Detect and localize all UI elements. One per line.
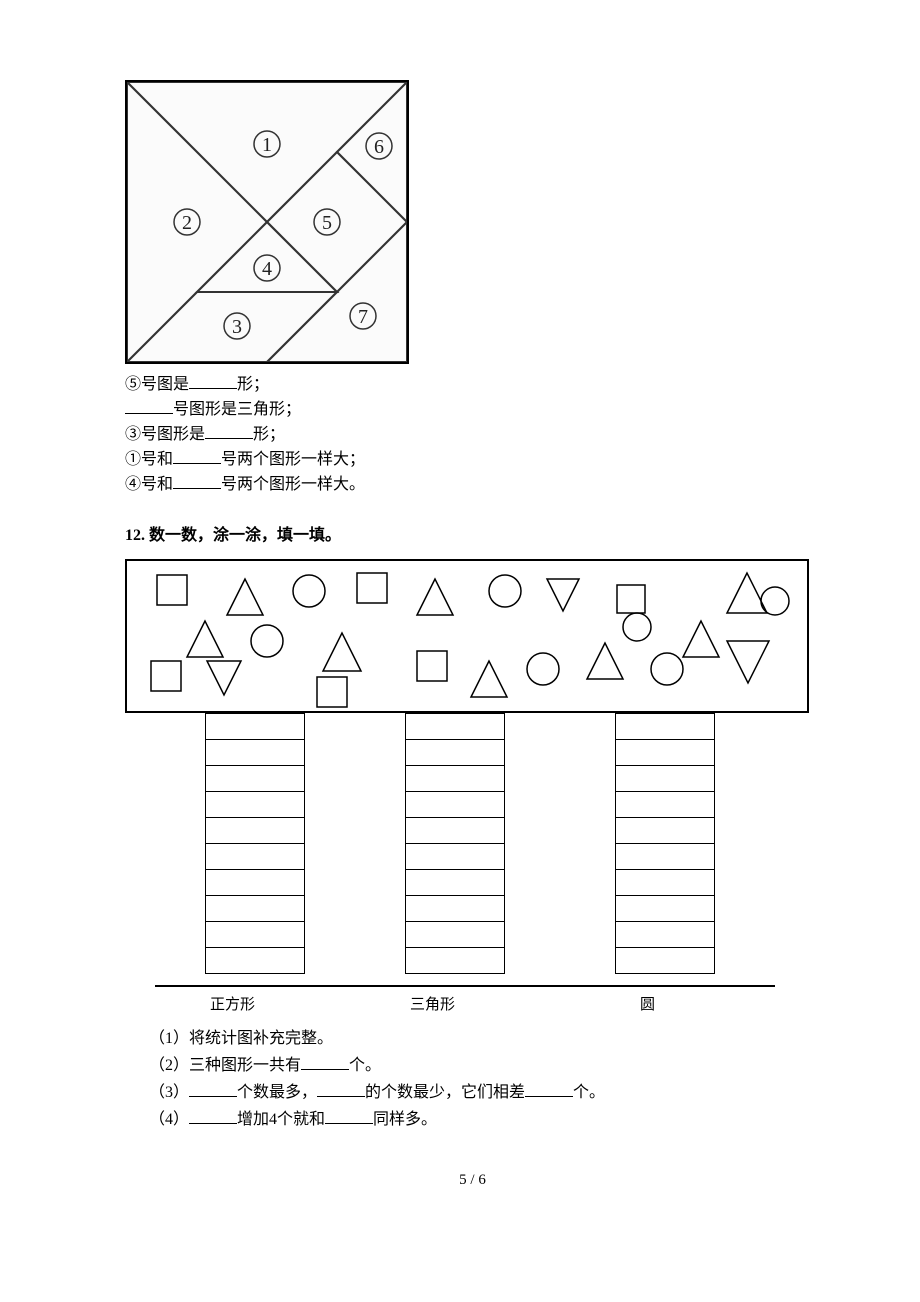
blank[interactable] <box>525 1080 573 1097</box>
blank[interactable] <box>317 1080 365 1097</box>
chart-cell[interactable] <box>205 921 305 948</box>
blank[interactable] <box>189 1080 237 1097</box>
chart-cell[interactable] <box>615 791 715 818</box>
q12-s4-b: 增加4个就和 <box>237 1111 325 1128</box>
shapes-panel <box>125 559 809 713</box>
blank[interactable] <box>189 372 237 389</box>
chart-cell[interactable] <box>405 817 505 844</box>
q12-s1: （1）将统计图补充完整。 <box>149 1027 820 1051</box>
q12-s4-a: （4） <box>149 1111 189 1128</box>
chart-cell[interactable] <box>405 895 505 922</box>
q11-line-1: ⑤号图是 形； <box>125 372 820 397</box>
shapes-svg <box>127 561 807 711</box>
chart-cell[interactable] <box>615 713 715 740</box>
chart-cell[interactable] <box>205 869 305 896</box>
chart-cell[interactable] <box>405 791 505 818</box>
chart-cell[interactable] <box>405 921 505 948</box>
worksheet-page: 1 2 3 4 5 6 7 ⑤号图是形； 号图形是三角形； ③号图形是形； ①号… <box>0 0 920 1229</box>
chart-cell[interactable] <box>205 947 305 974</box>
chart-cell[interactable] <box>205 765 305 792</box>
q11-l5-a: ④号和 <box>125 476 173 493</box>
chart-cell[interactable] <box>205 843 305 870</box>
q11-line-3: ③号图形是 形； <box>125 422 820 447</box>
chart-cell[interactable] <box>205 739 305 766</box>
q12-s3-d: 个。 <box>573 1084 605 1101</box>
chart-cell[interactable] <box>205 713 305 740</box>
chart-cell[interactable] <box>205 791 305 818</box>
svg-text:7: 7 <box>358 306 368 328</box>
chart-col-square <box>205 713 305 973</box>
chart-cell[interactable] <box>205 895 305 922</box>
blank[interactable] <box>205 422 253 439</box>
q12-s4-c: 同样多。 <box>373 1111 437 1128</box>
q11-l4-b: 号两个图形一样大； <box>221 451 365 468</box>
chart-col-circle <box>615 713 715 973</box>
svg-text:5: 5 <box>322 212 332 234</box>
chart-cell[interactable] <box>615 921 715 948</box>
chart-label-circle: 圆 <box>640 993 655 1014</box>
svg-text:1: 1 <box>262 134 272 156</box>
svg-text:3: 3 <box>232 316 242 338</box>
q11-line-5: ④号和 号两个图形一样大。 <box>125 472 820 497</box>
q12-s4: （4） 增加4个就和 同样多。 <box>149 1107 820 1132</box>
svg-text:4: 4 <box>262 258 272 280</box>
q12-s3-c: 的个数最少，它们相差 <box>365 1084 525 1101</box>
chart-label-triangle: 三角形 <box>410 993 455 1014</box>
chart-cell[interactable] <box>405 739 505 766</box>
svg-text:6: 6 <box>374 136 384 158</box>
chart-labels: 正方形 三角形 圆 <box>125 993 805 1017</box>
chart-col-triangle <box>405 713 505 973</box>
q12-subquestions: （1）将统计图补充完整。 （2）三种图形一共有个。 （3）个数最多，的个数最少，… <box>149 1027 820 1132</box>
chart-cell[interactable] <box>405 713 505 740</box>
q11-l1-b: 形； <box>237 376 269 393</box>
chart-cell[interactable] <box>615 869 715 896</box>
blank[interactable] <box>301 1053 349 1070</box>
q11-l5-b: 号两个图形一样大。 <box>221 476 365 493</box>
chart-cell[interactable] <box>205 817 305 844</box>
q11-l1-a: ⑤号图是 <box>125 376 189 393</box>
q12-s3-a: （3） <box>149 1084 189 1101</box>
q12-s2: （2）三种图形一共有 个。 <box>149 1053 820 1078</box>
chart-cell[interactable] <box>405 765 505 792</box>
tangram-svg: 1 2 3 4 5 6 7 <box>127 82 407 362</box>
q12-title: 12. 数一数，涂一涂，填一填。 <box>125 521 820 545</box>
chart-cell[interactable] <box>615 817 715 844</box>
charts-row <box>125 713 805 985</box>
blank[interactable] <box>189 1107 237 1124</box>
q11-line-4: ①号和 号两个图形一样大； <box>125 447 820 472</box>
blank[interactable] <box>325 1107 373 1124</box>
chart-cell[interactable] <box>615 895 715 922</box>
q11-l3-a: ③号图形是 <box>125 426 205 443</box>
tangram-figure: 1 2 3 4 5 6 7 <box>125 80 409 364</box>
chart-cell[interactable] <box>615 947 715 974</box>
chart-cell[interactable] <box>405 869 505 896</box>
chart-baseline <box>155 985 775 987</box>
blank[interactable] <box>173 447 221 464</box>
page-number: 5 / 6 <box>125 1172 820 1189</box>
chart-cell[interactable] <box>405 947 505 974</box>
q12-s2-a: （2）三种图形一共有 <box>149 1057 301 1074</box>
chart-cell[interactable] <box>615 739 715 766</box>
q12-s2-b: 个。 <box>349 1057 381 1074</box>
chart-label-square: 正方形 <box>210 993 255 1014</box>
q11-line-2: 号图形是三角形； <box>125 397 820 422</box>
chart-cell[interactable] <box>405 843 505 870</box>
blank[interactable] <box>125 397 173 414</box>
q12-s3-b: 个数最多， <box>237 1084 317 1101</box>
q11-l3-b: 形； <box>253 426 285 443</box>
blank[interactable] <box>173 472 221 489</box>
svg-text:2: 2 <box>182 212 192 234</box>
q12-s3: （3） 个数最多， 的个数最少，它们相差 个。 <box>149 1080 820 1105</box>
q11-l4-a: ①号和 <box>125 451 173 468</box>
q11-l2-b: 号图形是三角形； <box>173 401 301 418</box>
chart-cell[interactable] <box>615 765 715 792</box>
chart-cell[interactable] <box>615 843 715 870</box>
